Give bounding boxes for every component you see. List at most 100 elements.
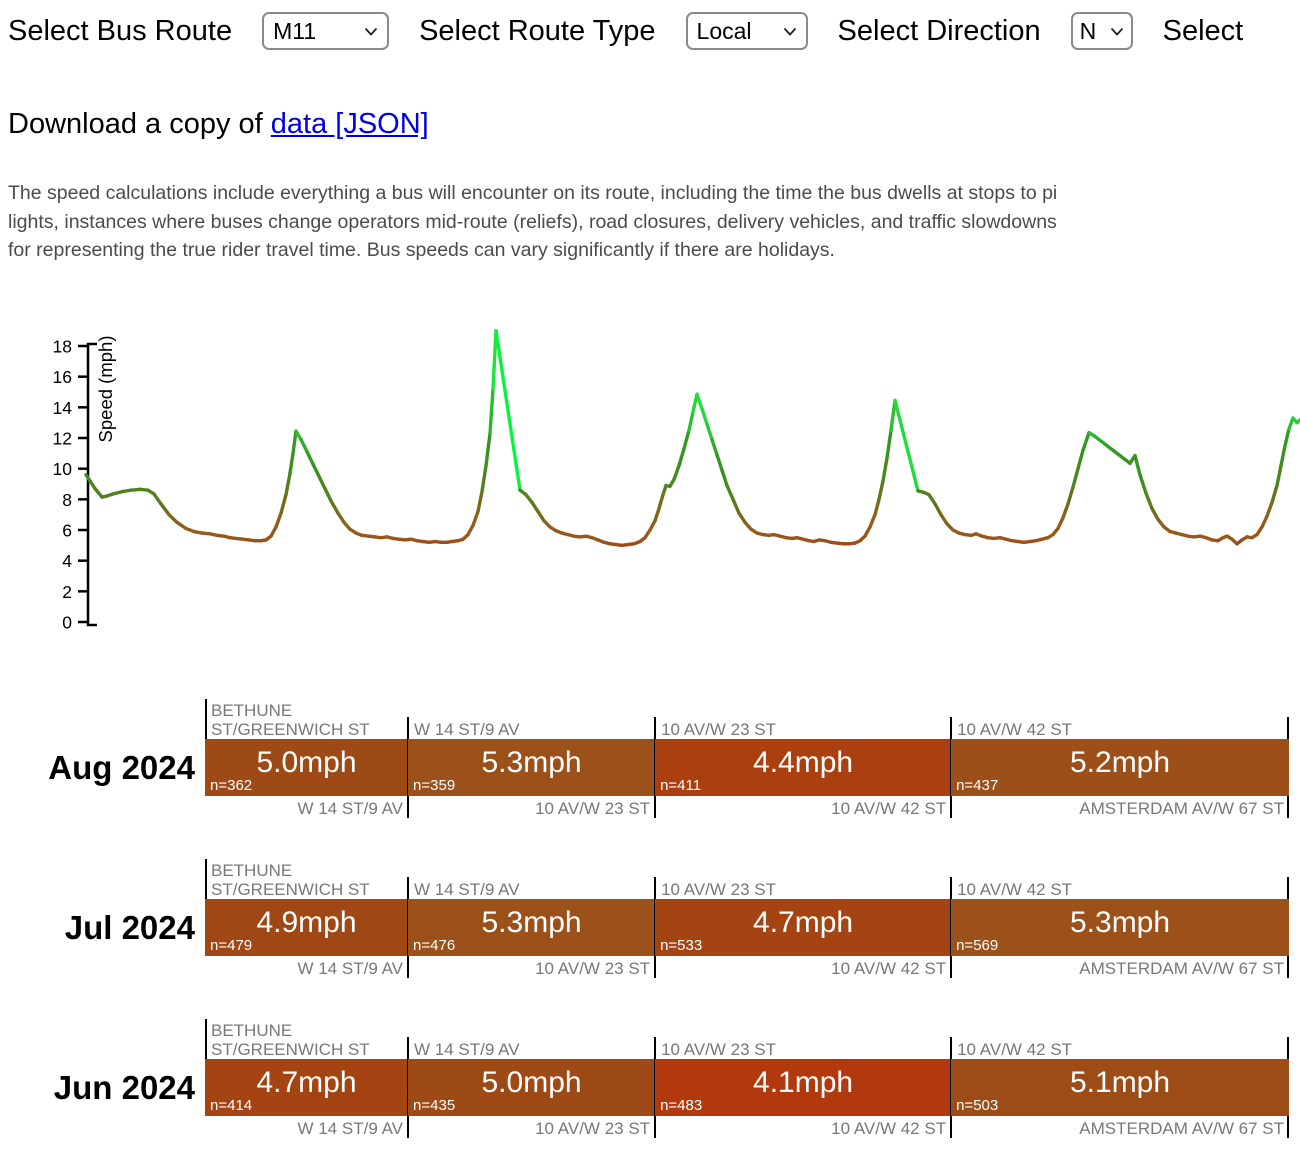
to-station-label: AMSTERDAM AV/W 67 ST (1079, 958, 1284, 978)
segment-bar: W 14 ST/9 AV 5.3mph n=359 10 AV/W 23 ST (407, 699, 656, 818)
clipped-control-label: Select (1162, 14, 1244, 47)
speed-value: 4.7mph (256, 1065, 357, 1099)
speed-value: 4.9mph (256, 905, 357, 939)
from-station-label: 10 AV/W 42 ST (957, 719, 1073, 739)
month-label: Aug 2024 (48, 748, 195, 786)
segment-bar: 10 AV/W 23 ST 4.7mph n=533 10 AV/W 42 ST (654, 859, 952, 978)
to-station-label: 10 AV/W 23 ST (535, 1118, 651, 1138)
speed-bar: 5.3mph n=569 (951, 898, 1289, 956)
sample-count: n=362 (210, 776, 253, 794)
speed-bar: 5.0mph n=362 (205, 738, 409, 796)
direction-value: N (1079, 17, 1097, 44)
to-station-label: AMSTERDAM AV/W 67 ST (1079, 1118, 1284, 1138)
segment-bar: BETHUNE ST/GREENWICH ST 4.7mph n=414 W 1… (205, 1018, 409, 1138)
svg-text:10: 10 (53, 459, 73, 479)
sample-count: n=483 (660, 1096, 703, 1114)
sample-count: n=503 (956, 1096, 999, 1114)
svg-text:18: 18 (53, 336, 72, 356)
from-station-label: BETHUNE ST/GREENWICH ST (211, 1020, 370, 1059)
to-station-label: 10 AV/W 42 ST (831, 1118, 947, 1138)
sample-count: n=476 (413, 936, 456, 954)
svg-text:8: 8 (62, 489, 72, 509)
sample-count: n=437 (956, 776, 999, 794)
to-station-label: W 14 ST/9 AV (297, 798, 404, 818)
speed-bar: 5.3mph n=359 (408, 738, 656, 796)
speed-bar: 5.1mph n=503 (951, 1058, 1289, 1116)
bus-route-select[interactable]: M11 (262, 12, 390, 50)
month-label: Jun 2024 (53, 1068, 195, 1106)
to-station-label: W 14 ST/9 AV (297, 958, 404, 978)
svg-text:Speed (mph): Speed (mph) (95, 335, 116, 442)
data-json-link[interactable]: data [JSON] (270, 108, 429, 140)
svg-text:14: 14 (53, 397, 73, 417)
route-type-select[interactable]: Local (685, 12, 808, 50)
speed-value: 4.4mph (753, 745, 854, 779)
speed-line (84, 328, 1300, 547)
month-label: Jul 2024 (64, 908, 195, 946)
to-station-label: 10 AV/W 23 ST (535, 958, 651, 978)
description-line-3: for representing the true rider travel t… (8, 239, 835, 261)
from-station-label: W 14 ST/9 AV (414, 879, 520, 899)
bus-route-label: Select Bus Route (8, 14, 233, 47)
description-line-1: The speed calculations include everythin… (8, 182, 1058, 204)
sample-count: n=569 (956, 936, 999, 954)
route-type-label: Select Route Type (419, 14, 656, 47)
speed-value: 5.1mph (1069, 1065, 1171, 1099)
chevron-down-icon (1110, 27, 1124, 36)
direction-select[interactable]: N (1070, 12, 1133, 50)
svg-text:16: 16 (53, 367, 72, 387)
svg-text:4: 4 (62, 551, 72, 571)
segment-bar: W 14 ST/9 AV 5.3mph n=476 10 AV/W 23 ST (407, 859, 656, 978)
chevron-down-icon (783, 27, 797, 36)
speed-value: 5.0mph (256, 745, 357, 779)
speed-value: 5.3mph (481, 745, 582, 779)
to-station-label: W 14 ST/9 AV (297, 1118, 404, 1138)
speed-bar: 4.4mph n=411 (655, 738, 952, 796)
from-station-label: BETHUNE ST/GREENWICH ST (211, 860, 370, 899)
svg-text:12: 12 (53, 428, 72, 448)
from-station-label: 10 AV/W 23 ST (661, 1039, 777, 1059)
from-station-label: 10 AV/W 23 ST (661, 879, 777, 899)
description-text: The speed calculations include everythin… (8, 179, 1300, 265)
svg-text:0: 0 (62, 612, 72, 632)
sample-count: n=533 (660, 936, 703, 954)
speed-chart: 0 2 4 6 8 10 12 14 16 18 Speed (mph) (53, 328, 1300, 632)
month-row-jun-2024: Jun 2024 BETHUNE ST/GREENWICH ST 4.7mph … (0, 1018, 1300, 1138)
speed-bar: 4.1mph n=483 (655, 1058, 952, 1116)
monthly-speed-rows: Aug 2024 BETHUNE ST/GREENWICH ST 5.0mph … (0, 698, 1300, 1138)
speed-bar: 5.0mph n=435 (408, 1058, 656, 1116)
from-station-label: 10 AV/W 42 ST (957, 879, 1073, 899)
segment-bar: 10 AV/W 23 ST 4.4mph n=411 10 AV/W 42 ST (654, 699, 952, 818)
route-type-value: Local (696, 17, 752, 44)
to-station-label: 10 AV/W 23 ST (535, 798, 651, 818)
segment-bar: BETHUNE ST/GREENWICH ST 5.0mph n=362 W 1… (205, 698, 409, 818)
from-station-label: BETHUNE ST/GREENWICH ST (211, 700, 370, 739)
bus-route-value: M11 (273, 17, 317, 44)
from-station-label: W 14 ST/9 AV (414, 1039, 520, 1059)
speed-bar: 5.2mph n=437 (951, 738, 1289, 796)
segment-bar: 10 AV/W 42 ST 5.3mph n=569 AMSTERDAM AV/… (950, 859, 1289, 978)
svg-text:6: 6 (62, 520, 72, 540)
speed-value: 4.7mph (753, 905, 854, 939)
speed-bar: 5.3mph n=476 (408, 898, 656, 956)
to-station-label: 10 AV/W 42 ST (831, 798, 947, 818)
y-axis: 0 2 4 6 8 10 12 14 16 18 Speed (mph) (53, 335, 116, 632)
speed-value: 4.1mph (753, 1065, 854, 1099)
from-station-label: W 14 ST/9 AV (414, 719, 520, 739)
chevron-down-icon (364, 27, 378, 36)
speed-bar: 4.7mph n=414 (205, 1058, 409, 1116)
speed-value: 5.3mph (481, 905, 582, 939)
segment-bar: BETHUNE ST/GREENWICH ST 4.9mph n=479 W 1… (205, 858, 409, 978)
download-prefix: Download a copy of (8, 108, 271, 140)
sample-count: n=479 (210, 936, 253, 954)
svg-text:2: 2 (62, 581, 72, 601)
speed-value: 5.2mph (1069, 745, 1171, 779)
sample-count: n=359 (413, 776, 456, 794)
download-heading: Download a copy of data [JSON] (8, 108, 1300, 141)
speed-bar: 4.9mph n=479 (205, 898, 409, 956)
from-station-label: 10 AV/W 42 ST (957, 1039, 1073, 1059)
month-row-jul-2024: Jul 2024 BETHUNE ST/GREENWICH ST 4.9mph … (0, 858, 1300, 978)
from-station-label: 10 AV/W 23 ST (661, 719, 777, 739)
segment-bar: 10 AV/W 23 ST 4.1mph n=483 10 AV/W 42 ST (654, 1019, 952, 1138)
filter-bar: Select Bus Route M11 Select Route Type L… (0, 0, 1300, 50)
